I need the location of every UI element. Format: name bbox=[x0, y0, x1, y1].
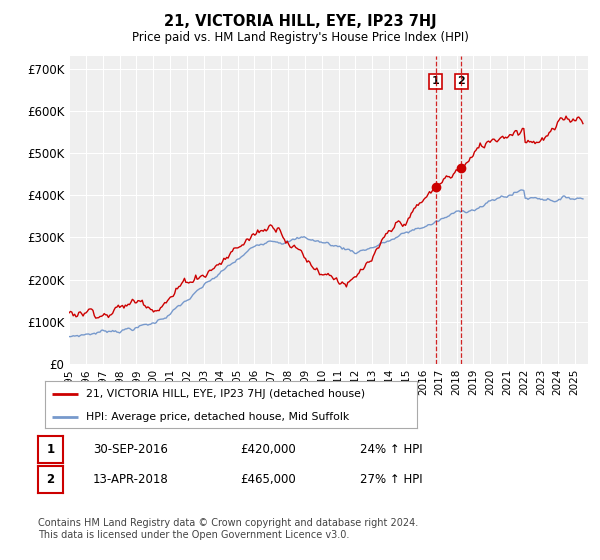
Text: £465,000: £465,000 bbox=[240, 473, 296, 487]
Text: 27% ↑ HPI: 27% ↑ HPI bbox=[360, 473, 422, 487]
Text: 2: 2 bbox=[457, 76, 465, 86]
Text: Price paid vs. HM Land Registry's House Price Index (HPI): Price paid vs. HM Land Registry's House … bbox=[131, 31, 469, 44]
Text: 2: 2 bbox=[46, 473, 55, 487]
Text: 30-SEP-2016: 30-SEP-2016 bbox=[93, 442, 168, 456]
Text: 24% ↑ HPI: 24% ↑ HPI bbox=[360, 442, 422, 456]
Text: 21, VICTORIA HILL, EYE, IP23 7HJ (detached house): 21, VICTORIA HILL, EYE, IP23 7HJ (detach… bbox=[86, 389, 365, 399]
Text: HPI: Average price, detached house, Mid Suffolk: HPI: Average price, detached house, Mid … bbox=[86, 412, 349, 422]
Text: 13-APR-2018: 13-APR-2018 bbox=[93, 473, 169, 487]
Text: 1: 1 bbox=[431, 76, 439, 86]
Text: £420,000: £420,000 bbox=[240, 442, 296, 456]
Text: Contains HM Land Registry data © Crown copyright and database right 2024.
This d: Contains HM Land Registry data © Crown c… bbox=[38, 518, 418, 540]
Text: 21, VICTORIA HILL, EYE, IP23 7HJ: 21, VICTORIA HILL, EYE, IP23 7HJ bbox=[164, 14, 436, 29]
Text: 1: 1 bbox=[46, 442, 55, 456]
